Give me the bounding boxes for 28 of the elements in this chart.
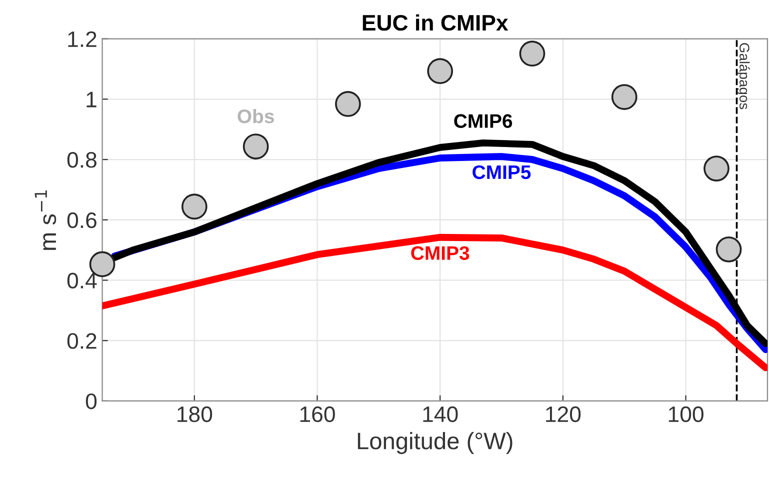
series-label: CMIP5 [472,165,531,180]
point [704,156,730,182]
x-axis-title: Longitude (°W) [358,432,512,454]
chart-title: EUC in CMIPx [362,14,508,31]
x-tick-label: 120 [546,406,581,422]
y-tick-label: 1 [86,92,96,108]
x-tick-label: 140 [423,406,458,422]
series-label: Obs [238,108,274,124]
y-axis-title: m s$^{−1}$ [34,190,56,250]
y-tick-label: 0 [86,393,97,410]
point [427,58,454,84]
y-tick-label: 0.6 [67,212,96,228]
y-tick-label: 0.8 [67,152,96,168]
point [716,236,742,262]
x-tick-label: 160 [300,406,335,422]
point [519,40,546,67]
y-tick-label: 1.2 [68,31,96,47]
point [181,194,208,220]
y-tick-label: 0.4 [67,272,97,288]
point [335,91,361,117]
series-label: CMIP3 [411,246,470,260]
point [611,84,638,110]
ref-line-label: Galápagos [736,43,750,110]
x-tick-label: 100 [668,406,704,422]
point [242,134,269,160]
x-tick-label: 180 [178,406,212,422]
y-tick-label: 0.2 [67,333,96,349]
series-label: CMIP6 [454,114,512,128]
